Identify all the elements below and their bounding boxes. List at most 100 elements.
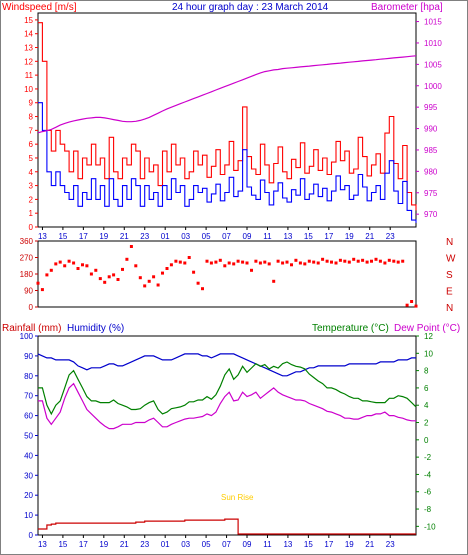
baro-tick-label: 1005 [424,60,442,69]
wind-x-tick-label: 03 [181,232,190,241]
direction-point [316,261,320,265]
temp-x-tick-label: 13 [283,540,292,549]
direction-point [63,264,67,268]
direction-point [67,259,71,263]
temp-x-tick-label: 19 [99,540,108,549]
direction-point [365,260,369,264]
temp-tick-label: -2 [424,453,432,462]
wind-x-tick-label: 09 [243,232,252,241]
wind-series-group [37,22,417,223]
baro-tick-label: 1015 [424,18,442,27]
direction-point [36,281,40,285]
direction-point [321,257,325,261]
temp-tick-label: 10 [424,349,433,358]
wind-tick-label: 2 [29,195,34,204]
direction-point [72,261,76,265]
rain-tick-label: 90 [24,352,33,361]
direction-point [54,262,58,266]
humidity-axis-title: Humidity (%) [67,323,124,334]
wind-x-tick-label: 21 [120,232,129,241]
direction-point [383,261,387,265]
direction-point [183,261,187,265]
direction-point [245,261,249,265]
direction-point [338,258,342,262]
temp-x-tick-label: 17 [79,540,88,549]
wind-x-axis: 13 15 17 19 21 23 01 03 05 07 09 11 13 15 17 19 21 23 [38,227,395,241]
series-line-gust [38,22,417,211]
direction-point [290,263,293,267]
series-line-dewpoint [38,382,416,430]
chart-title: 24 hour graph day : 23 March 2014 [172,2,329,13]
direction-point [272,279,276,283]
rain-tick-label: 60 [24,412,33,421]
direction-point [285,260,289,264]
direction-series-group [36,245,418,308]
direction-point [325,259,329,263]
direction-point [312,260,316,264]
wind-x-tick-label: 07 [222,232,231,241]
temp-tick-label: -8 [424,505,432,514]
rain-tick-label: 20 [24,491,33,500]
rain-tick-label: 40 [24,451,33,460]
direction-point [121,267,124,271]
rain-tick-label: 50 [24,432,33,441]
baro-tick-label: 975 [424,189,438,198]
wind-tick-label: 5 [29,154,34,163]
baro-tick-label: 1000 [424,82,442,91]
wind-x-tick-label: 15 [304,232,313,241]
wind-x-tick-label: 21 [365,232,374,241]
direction-point [361,258,365,262]
dir-tick-label: 0 [29,303,34,312]
temp-tick-label: 12 [424,332,433,341]
direction-point [187,256,191,259]
wind-tick-label: 14 [24,30,33,39]
direction-point [374,257,378,261]
direction-point [343,259,347,263]
temperature-axis: -10 -8 -6 -4 -2 0 2 4 6 8 10 12 [416,332,436,531]
dir-tick-label: 90 [24,287,33,296]
temp-x-tick-label: 09 [243,540,252,549]
temp-tick-label: 8 [424,367,429,376]
direction-point [125,257,129,261]
baro-tick-label: 980 [424,167,438,176]
wind-tick-label: 4 [29,168,34,177]
temp-tick-label: 2 [424,419,429,428]
temp-x-tick-label: 23 [386,540,395,549]
direction-point [334,261,338,265]
direction-point [214,260,218,264]
compass-letter: W [446,254,456,265]
direction-point [89,272,93,276]
direction-point [263,260,267,264]
wind-x-tick-label: 01 [161,232,170,241]
temp-tick-label: 4 [424,401,429,410]
direction-point [196,281,200,285]
wind-x-tick-label: 19 [345,232,354,241]
dir-tick-label: 270 [20,254,34,263]
temp-x-tick-label: 15 [58,540,67,549]
barometer-axis-title: Barometer [hpa] [371,2,443,13]
baro-tick-label: 1010 [424,39,442,48]
direction-point [94,268,98,272]
direction-point [85,264,89,268]
direction-point [223,264,227,268]
rain-tick-label: 70 [24,392,33,401]
dewpoint-axis-title: Dew Point (°C) [394,323,460,334]
direction-point [347,260,351,264]
direction-point [241,260,245,264]
direction-axis: 360 270 180 90 0 [20,237,38,312]
direction-point [138,276,142,280]
temp-tick-label: -6 [424,488,432,497]
series-line-average [38,102,417,223]
wind-x-tick-label: 13 [283,232,292,241]
wind-tick-label: 8 [29,113,34,122]
series-line-barometer [37,55,417,134]
wind-tick-label: 11 [25,71,34,80]
direction-point [134,264,138,268]
barometer-axis: 970 975 980 985 990 995 1000 1005 1010 1015 [416,18,442,219]
temp-x-tick-label: 15 [304,540,313,549]
direction-point [281,261,285,265]
direction-point [143,284,147,288]
series-line-rain [38,518,416,535]
direction-point [201,287,204,291]
